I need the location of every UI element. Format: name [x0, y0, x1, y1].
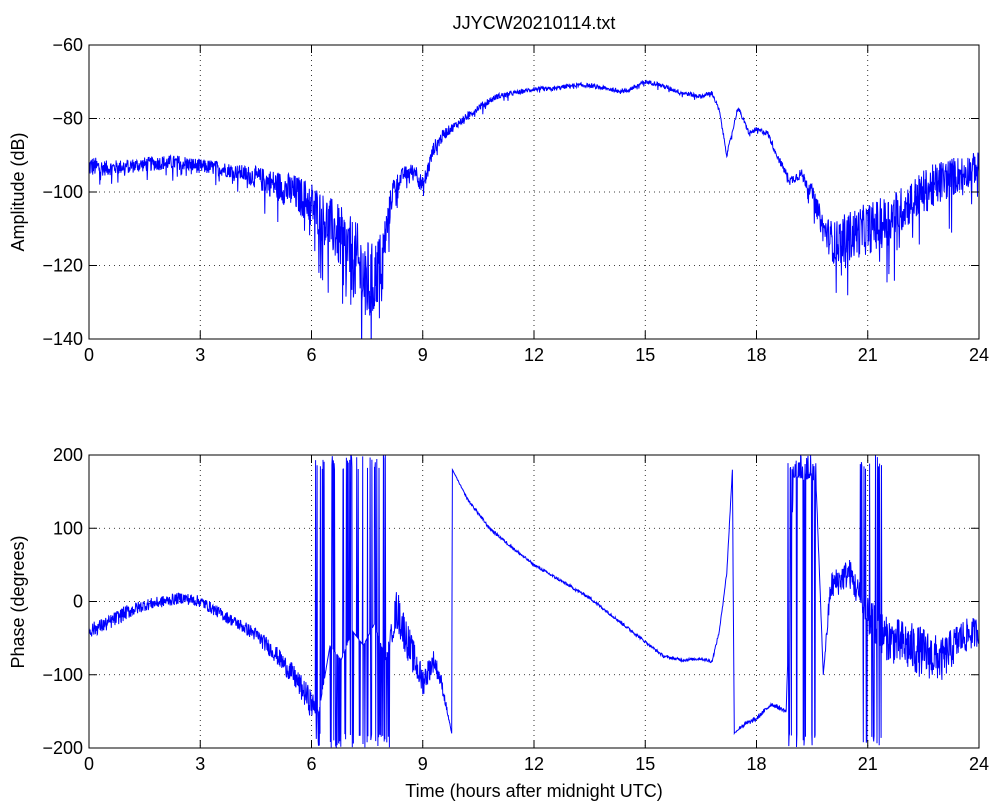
amplitude-y-tick-label: −140 [42, 329, 83, 349]
amplitude-x-tick-label: 9 [418, 345, 428, 365]
phase-x-tick-label: 12 [524, 754, 544, 774]
phase-ticks: 0 3 6 9 12 15 18 21 24 −200 −100 0 100 200 [42, 445, 989, 774]
amplitude-y-tick-label: −60 [52, 35, 83, 55]
amplitude-axes: 0 3 6 9 12 15 18 21 24 −140 −120 −100 −80 −60 Amplitu… [8, 35, 989, 365]
chart-title: JJYCW20210114.txt [453, 13, 616, 33]
amplitude-y-tick-label: −120 [42, 256, 83, 276]
phase-series-line [89, 455, 979, 748]
amplitude-x-tick-label: 18 [746, 345, 766, 365]
amplitude-x-tick-label: 3 [195, 345, 205, 365]
amplitude-x-tick-label: 15 [635, 345, 655, 365]
amplitude-ticks: 0 3 6 9 12 15 18 21 24 −140 −120 −100 −80 −60 [42, 35, 989, 365]
phase-x-tick-label: 3 [195, 754, 205, 774]
phase-y-tick-label: −200 [42, 738, 83, 758]
amplitude-x-tick-label: 21 [858, 345, 878, 365]
phase-grid [89, 455, 979, 748]
phase-y-tick-label: 0 [73, 592, 83, 612]
phase-y-tick-label: −100 [42, 665, 83, 685]
phase-x-tick-label: 24 [969, 754, 989, 774]
amplitude-x-tick-label: 12 [524, 345, 544, 365]
time-x-axis-label: Time (hours after midnight UTC) [405, 781, 662, 801]
amplitude-y-tick-label: −80 [52, 109, 83, 129]
phase-x-tick-label: 21 [858, 754, 878, 774]
phase-x-tick-label: 18 [746, 754, 766, 774]
phase-x-tick-label: 0 [84, 754, 94, 774]
amplitude-y-tick-label: −100 [42, 182, 83, 202]
phase-x-tick-label: 15 [635, 754, 655, 774]
amplitude-x-tick-label: 6 [306, 345, 316, 365]
amplitude-grid [89, 45, 979, 339]
amplitude-x-tick-label: 24 [969, 345, 989, 365]
amplitude-x-tick-label: 0 [84, 345, 94, 365]
phase-x-tick-label: 6 [306, 754, 316, 774]
phase-x-tick-label: 9 [418, 754, 428, 774]
phase-y-axis-label: Phase (degrees) [8, 535, 28, 668]
phase-axes: 0 3 6 9 12 15 18 21 24 −200 −100 0 100 200 Phase (deg… [8, 445, 989, 801]
phase-y-tick-label: 200 [53, 445, 83, 465]
amplitude-series-line [89, 79, 979, 339]
phase-y-tick-label: 100 [53, 518, 83, 538]
amplitude-y-axis-label: Amplitude (dB) [8, 132, 28, 251]
